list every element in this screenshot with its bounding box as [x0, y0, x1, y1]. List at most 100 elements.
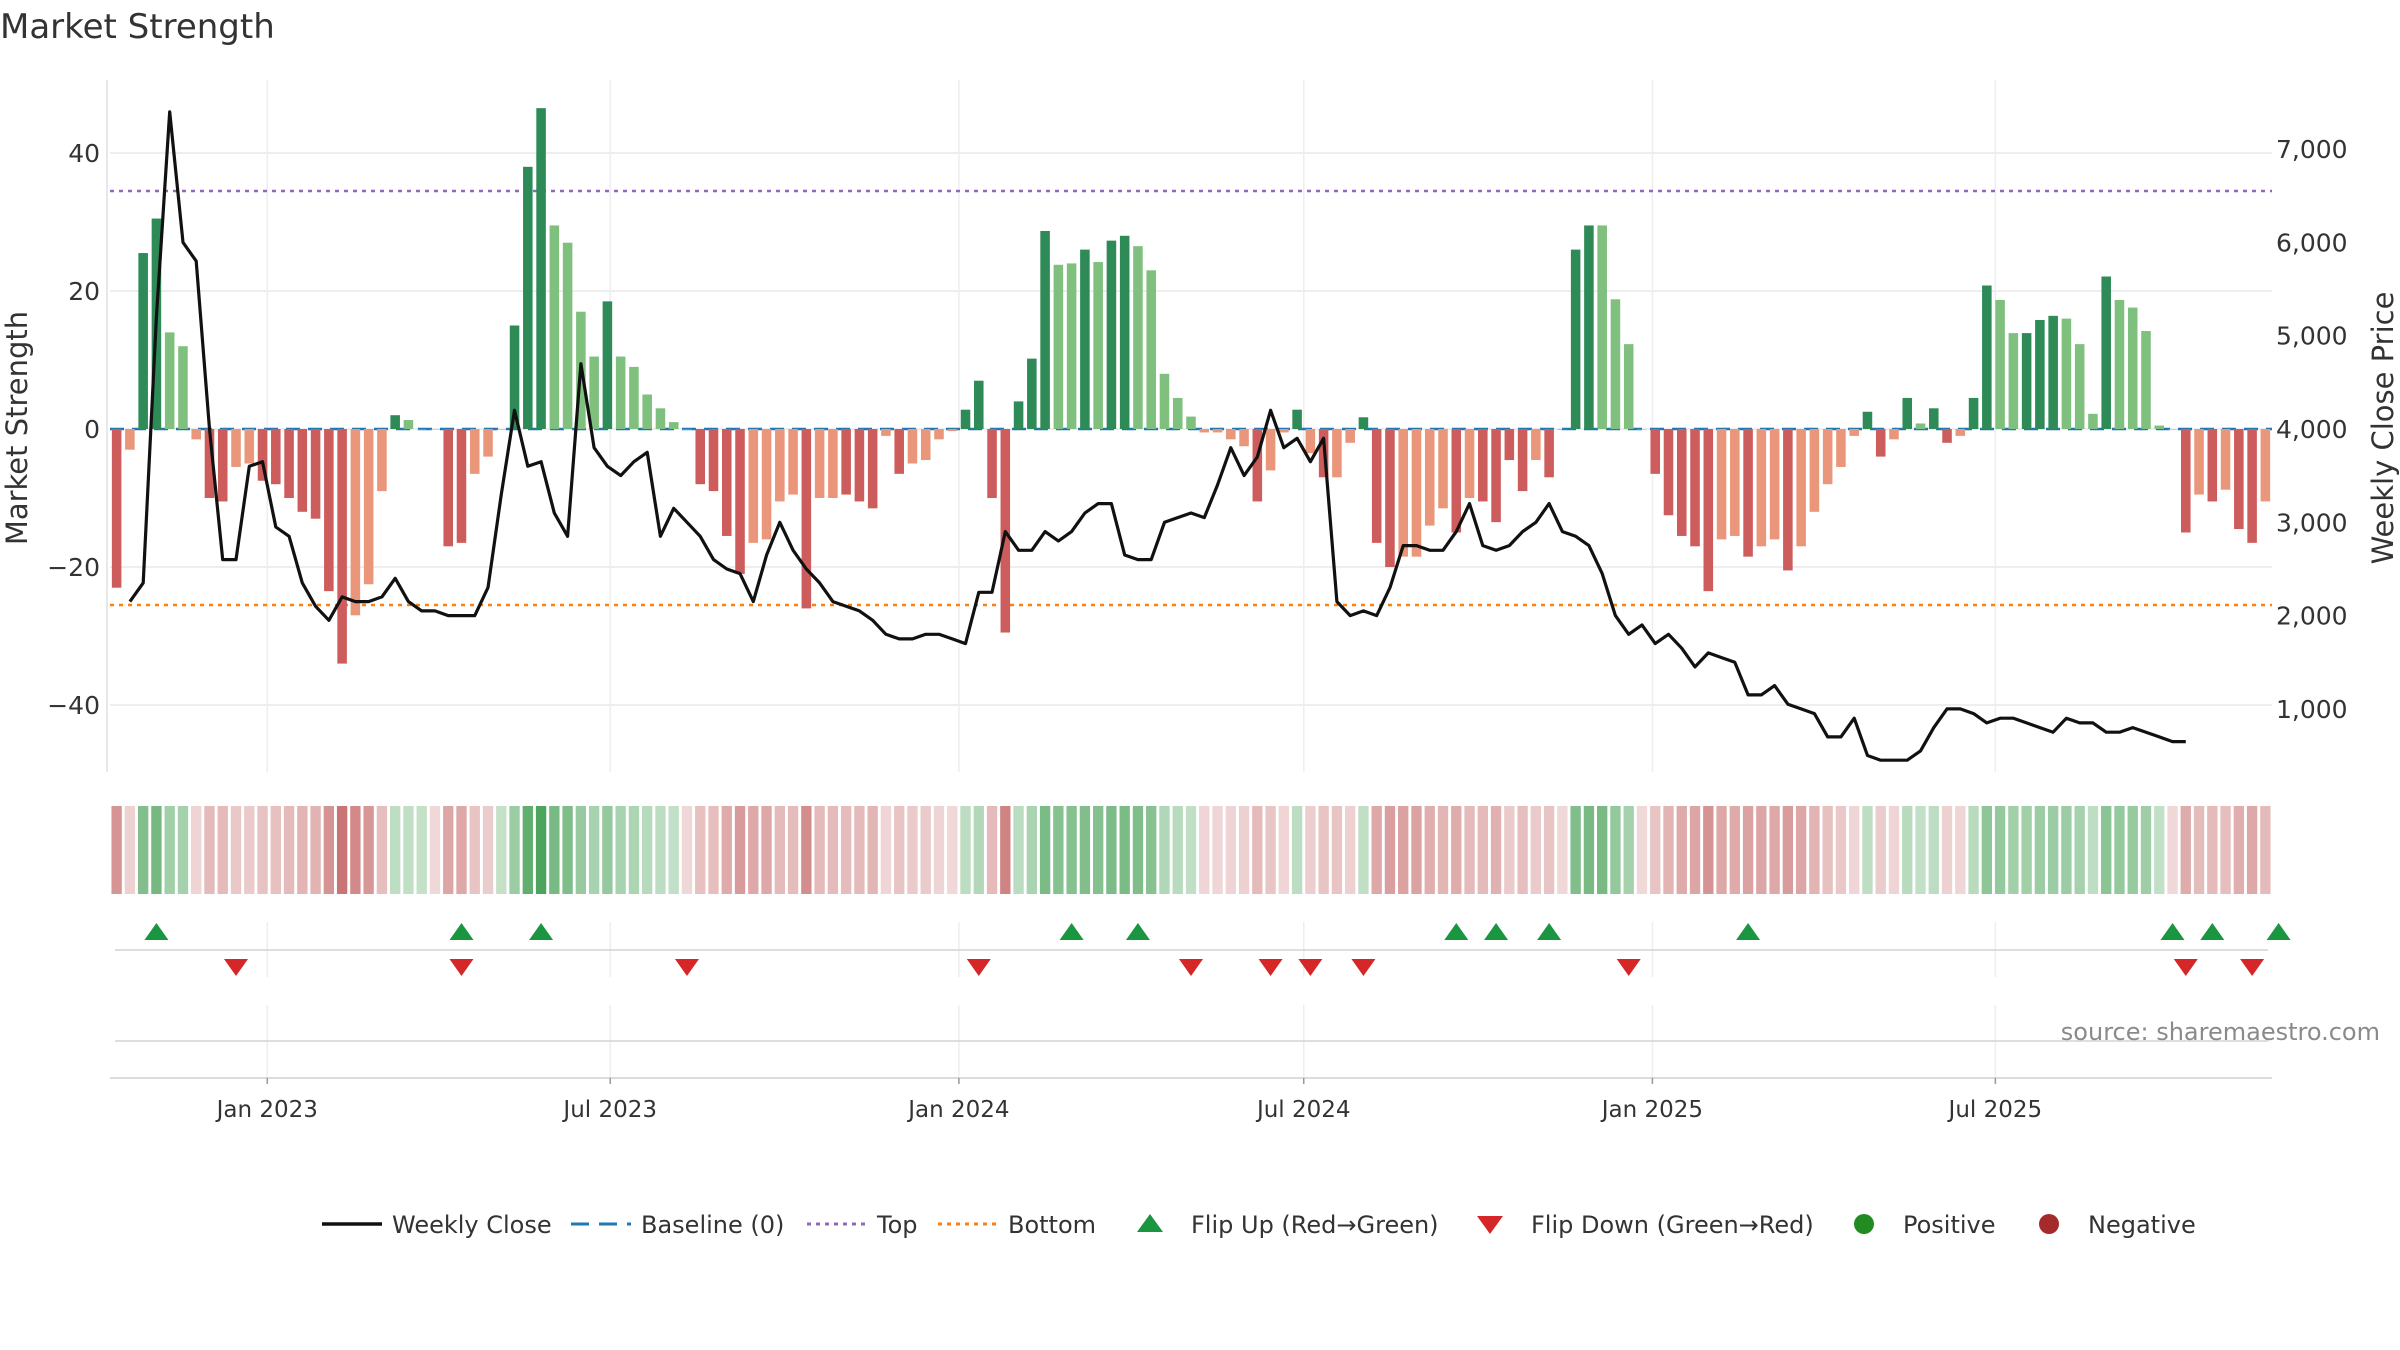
strip-cell [2180, 806, 2191, 894]
strength-bar [523, 166, 533, 430]
strength-bar [350, 429, 361, 616]
strip-cell [297, 806, 308, 894]
strength-bar [2234, 429, 2244, 530]
strength-bar [1279, 429, 1289, 433]
strip-cell [1092, 806, 1104, 894]
strip-cell [1981, 806, 1993, 894]
strip-cell [695, 806, 706, 894]
strip-cell [376, 806, 388, 894]
strength-bar [1119, 235, 1130, 429]
strength-bar [1743, 429, 1753, 557]
strip-cell [191, 806, 202, 894]
strip-cell [1000, 806, 1011, 894]
strip-cell [1344, 806, 1356, 894]
strength-bar [1703, 429, 1714, 592]
strength-bar [1557, 429, 1568, 430]
strip-cell [1106, 806, 1117, 894]
strip-cell [2246, 806, 2258, 894]
strip-cell [230, 806, 242, 894]
strength-bar [1862, 411, 1873, 429]
strip-cell [2154, 806, 2165, 894]
strip-cell [456, 806, 467, 894]
y-right-tick-label: 5,000 [2276, 322, 2348, 351]
flip-down-marker [1298, 959, 1323, 976]
strength-bar [2141, 331, 2151, 429]
strip-cell [1371, 806, 1382, 894]
x-tick-label: Jul 2023 [561, 1097, 657, 1123]
strip-cell [469, 806, 480, 894]
strip-cell [1941, 806, 1953, 894]
strength-bar [1385, 429, 1395, 567]
strength-bar [1756, 429, 1767, 547]
strength-bar [1570, 249, 1581, 429]
strip-cell [575, 806, 587, 894]
strength-bar [363, 429, 374, 585]
strip-cell [1013, 806, 1024, 894]
strip-cell [443, 806, 454, 894]
strip-cell [2087, 806, 2099, 894]
strength-bar [2114, 299, 2125, 429]
strength-bar [668, 422, 679, 429]
strength-bar [801, 429, 812, 609]
strip-cell [416, 806, 427, 894]
strip-cell [867, 806, 878, 894]
strip-cell [973, 806, 984, 894]
strip-cell [894, 806, 905, 894]
strip-cell [814, 806, 825, 894]
flip-up-marker [1125, 923, 1150, 940]
flip-down-marker [2240, 959, 2265, 976]
strip-cell [1053, 806, 1064, 894]
strength-bar [231, 429, 241, 467]
flip-down-marker [966, 959, 991, 976]
strip-cell [1039, 806, 1051, 894]
strength-bar [2181, 429, 2191, 533]
legend-label: Weekly Close [392, 1211, 552, 1239]
y-tick-label: −40 [47, 691, 100, 720]
strip-cell [642, 806, 653, 894]
strength-bar [1716, 429, 1727, 540]
strength-bar [377, 429, 387, 492]
strength-bar [615, 356, 626, 429]
strength-bar [1106, 240, 1117, 429]
strength-bar [1292, 409, 1302, 429]
strength-bar [1305, 429, 1316, 454]
strength-bar [324, 429, 334, 592]
strength-bar [1769, 429, 1780, 540]
legend-label: Top [876, 1211, 918, 1239]
strength-bar [1544, 429, 1554, 478]
strength-bar [881, 429, 891, 436]
strip-cell [947, 806, 958, 894]
strength-bar [1584, 225, 1594, 429]
strip-cell [1570, 806, 1581, 894]
strength-bar [1637, 429, 1647, 430]
strip-cell [363, 806, 374, 894]
strip-cell [615, 806, 626, 894]
strip-cell [111, 806, 122, 894]
strip-cell [1875, 806, 1886, 894]
strip-cell [204, 806, 215, 894]
strip-cell [1650, 806, 1661, 894]
strength-bar [867, 429, 878, 509]
strip-cell [244, 806, 255, 894]
strength-bar [337, 429, 347, 664]
flip-up-marker [2266, 923, 2291, 940]
strength-bar [1212, 429, 1223, 433]
strength-bar [960, 409, 971, 429]
strength-bar [1955, 429, 1966, 436]
strip-cell [1252, 806, 1263, 894]
legend: Weekly Close Baseline (0) Top Bottom Flip Up… [322, 1211, 2196, 1239]
strip-cell [2021, 806, 2032, 894]
strip-cell [1132, 806, 1144, 894]
strength-bar [854, 429, 865, 502]
y-tick-label: 40 [68, 139, 100, 168]
strength-bar [1610, 299, 1621, 429]
strength-bar [1517, 429, 1528, 492]
reference-lines [110, 189, 2272, 607]
strip-cell [1066, 806, 1077, 894]
strength-bar [748, 429, 759, 543]
strip-cell [1636, 806, 1648, 894]
strength-bar [509, 325, 520, 429]
strip-cell [840, 806, 852, 894]
strip-cell [164, 806, 175, 894]
strength-bar [1040, 230, 1050, 429]
